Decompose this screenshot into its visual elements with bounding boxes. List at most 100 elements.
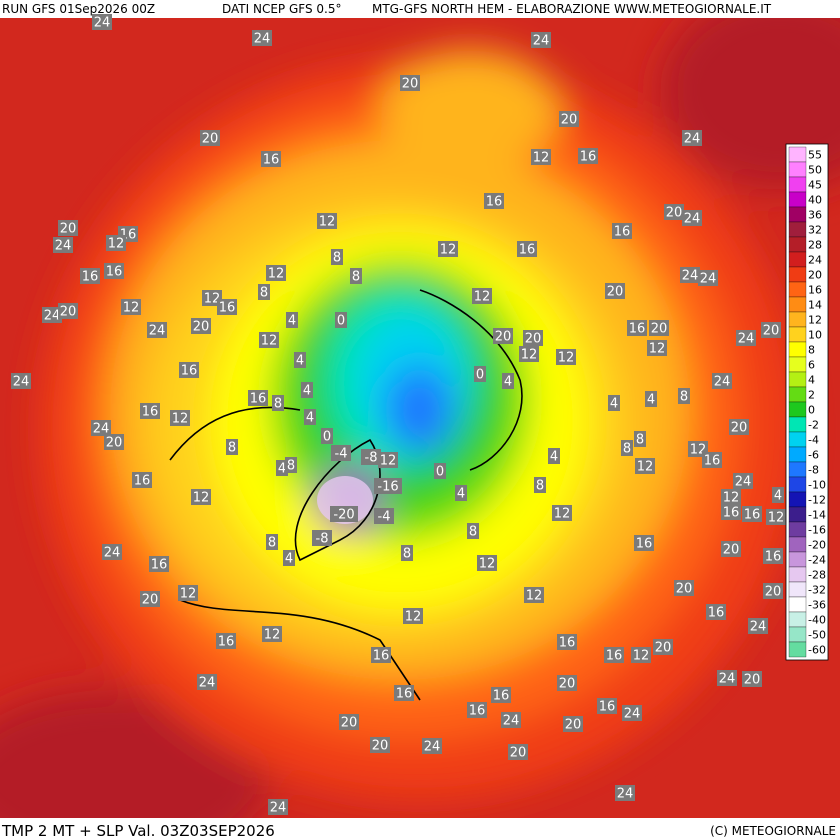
temp-label: 20 (655, 641, 672, 656)
temp-label: 12 (533, 151, 550, 166)
temp-label-box (321, 428, 333, 444)
colorbar-swatch (788, 161, 807, 178)
temp-label-box (200, 130, 220, 146)
temp-label: 16 (580, 150, 597, 165)
temp-label-box (531, 149, 551, 165)
temp-label-box (680, 267, 700, 283)
temp-label-box (557, 634, 577, 650)
temp-label-box (179, 362, 199, 378)
temp-label-box (621, 440, 633, 456)
temp-label-box (733, 473, 753, 489)
colorbar-label: 0 (808, 404, 815, 417)
temp-label: 12 (123, 301, 140, 316)
colorbar-label: -60 (808, 644, 826, 657)
temp-label: 20 (666, 206, 683, 221)
temp-label: 0 (476, 368, 484, 383)
temp-label-box (612, 223, 632, 239)
temp-label: 24 (750, 620, 767, 635)
colorbar-label: 10 (808, 329, 822, 342)
temp-label: 8 (352, 270, 360, 285)
temp-label-box (729, 419, 749, 435)
temp-label-box (501, 712, 521, 728)
temp-label: -20 (333, 508, 354, 523)
colorbar-swatch (788, 296, 807, 313)
temp-label: 20 (495, 330, 512, 345)
temp-label: 24 (684, 212, 701, 227)
temp-label-box (400, 75, 420, 91)
temp-label: -8 (365, 451, 378, 466)
colorbar-label: 55 (808, 149, 822, 162)
temp-label-box (266, 534, 278, 550)
temp-label: -4 (335, 447, 348, 462)
temp-label: 12 (526, 589, 543, 604)
temp-label-box (140, 403, 160, 419)
temp-label-box (106, 235, 126, 251)
colorbar-swatch (788, 596, 807, 613)
temp-label: 12 (521, 348, 538, 363)
temp-label-box (262, 626, 282, 642)
temp-label: 0 (337, 314, 345, 329)
temp-label: 20 (341, 716, 358, 731)
temp-label-box (763, 548, 783, 564)
temp-label: 20 (744, 673, 761, 688)
temp-label-box (706, 604, 726, 620)
colorbar-swatch (788, 251, 807, 268)
temp-label-box (491, 687, 511, 703)
coastline (419, 289, 523, 471)
temp-label: 24 (684, 132, 701, 147)
temp-label: 20 (765, 585, 782, 600)
temp-label: 20 (525, 332, 542, 347)
temp-label: 12 (474, 290, 491, 305)
colorbar-swatch (788, 611, 807, 628)
colorbar-label: -12 (808, 494, 826, 507)
temp-label: 16 (106, 265, 123, 280)
temp-label-box (283, 550, 295, 566)
temp-label-box (248, 390, 268, 406)
temp-label: 24 (149, 324, 166, 339)
temp-label-box (531, 32, 551, 48)
temp-label-box (552, 505, 572, 521)
temp-label-box (42, 307, 62, 323)
temp-label-box (653, 639, 673, 655)
temp-label-box (268, 799, 288, 815)
temp-label-box (285, 457, 297, 473)
temp-label: 24 (738, 332, 755, 347)
temp-label-box (438, 241, 458, 257)
temp-label: -4 (378, 510, 391, 525)
temp-label-box (149, 556, 169, 572)
temp-label: 12 (264, 628, 281, 643)
temp-label-box (678, 388, 690, 404)
temp-label-box (350, 268, 362, 284)
temp-label-box (517, 241, 537, 257)
colorbar-swatch (788, 491, 807, 508)
temp-label-box (80, 268, 100, 284)
temp-label: 16 (559, 636, 576, 651)
temp-label: 8 (228, 441, 236, 456)
colorbar-label: 24 (808, 254, 822, 267)
temp-label-box (634, 431, 646, 447)
temp-label: 8 (636, 433, 644, 448)
temp-label-box (467, 702, 487, 718)
temp-label: 16 (704, 454, 721, 469)
temp-label-box (649, 320, 669, 336)
colorbar-label: -6 (808, 449, 819, 462)
temp-label: 16 (181, 364, 198, 379)
temp-label: 8 (403, 547, 411, 562)
temp-label-box (645, 391, 657, 407)
temp-label-box (422, 738, 442, 754)
temp-label-box (374, 508, 394, 524)
temp-label-box (378, 452, 398, 468)
temp-label: 8 (623, 442, 631, 457)
temp-label: 20 (559, 677, 576, 692)
temp-label: 24 (104, 546, 121, 561)
temp-label-box (472, 288, 492, 304)
temp-label-box (766, 509, 786, 525)
temp-label: 16 (723, 506, 740, 521)
temp-label-box (132, 472, 152, 488)
temp-label: 16 (493, 689, 510, 704)
temp-label: 24 (624, 707, 641, 722)
temp-label: 16 (744, 508, 761, 523)
temp-label: 16 (218, 635, 235, 650)
colorbar-swatch (788, 341, 807, 358)
